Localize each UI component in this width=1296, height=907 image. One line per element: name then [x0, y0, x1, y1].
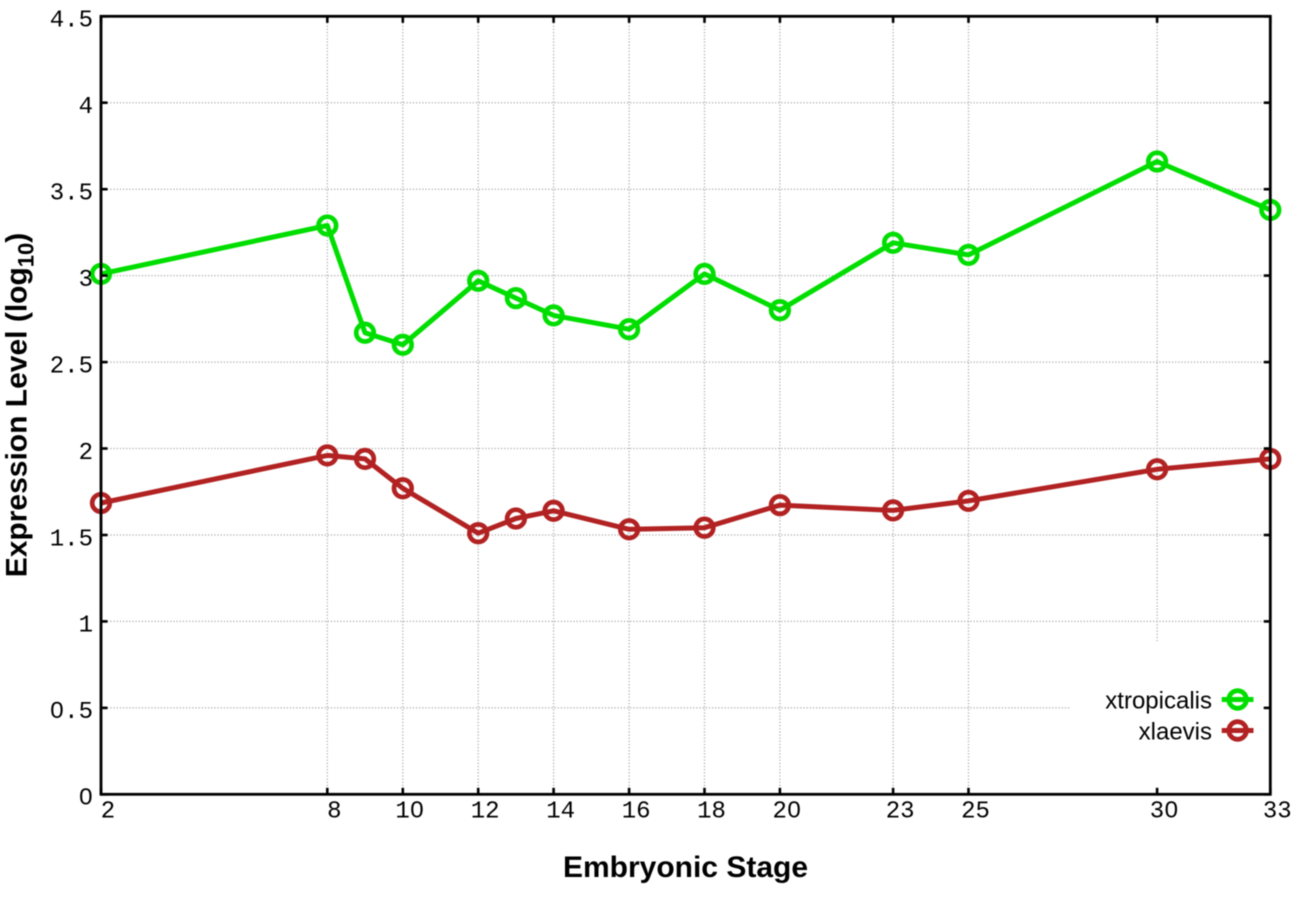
svg-text:3: 3 — [79, 267, 93, 294]
svg-text:4: 4 — [79, 94, 93, 121]
svg-text:20: 20 — [772, 799, 801, 826]
svg-text:14: 14 — [546, 799, 575, 826]
svg-text:23: 23 — [886, 799, 915, 826]
svg-text:18: 18 — [697, 799, 726, 826]
svg-text:1.5: 1.5 — [50, 526, 93, 553]
svg-text:10: 10 — [395, 799, 424, 826]
svg-text:1: 1 — [79, 613, 93, 640]
svg-text:2: 2 — [101, 799, 115, 826]
svg-text:33: 33 — [1263, 799, 1292, 826]
svg-text:8: 8 — [327, 799, 341, 826]
svg-text:25: 25 — [961, 799, 990, 826]
svg-text:16: 16 — [622, 799, 651, 826]
svg-text:2: 2 — [79, 440, 93, 467]
svg-text:Expression Level (log10): Expression Level (log10) — [1, 233, 39, 578]
svg-text:30: 30 — [1150, 799, 1179, 826]
svg-text:12: 12 — [471, 799, 500, 826]
svg-text:3.5: 3.5 — [50, 181, 93, 208]
svg-text:4.5: 4.5 — [50, 8, 93, 35]
svg-text:xlaevis: xlaevis — [1139, 719, 1212, 746]
svg-text:Embryonic Stage: Embryonic Stage — [563, 851, 808, 884]
svg-text:2.5: 2.5 — [50, 353, 93, 380]
svg-text:xtropicalis: xtropicalis — [1105, 688, 1212, 715]
svg-text:0: 0 — [79, 786, 93, 813]
svg-text:0.5: 0.5 — [50, 699, 93, 726]
